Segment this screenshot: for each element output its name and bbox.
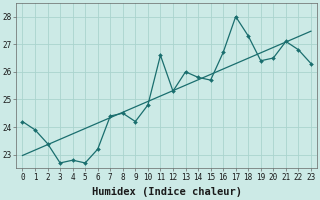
- X-axis label: Humidex (Indice chaleur): Humidex (Indice chaleur): [92, 187, 242, 197]
